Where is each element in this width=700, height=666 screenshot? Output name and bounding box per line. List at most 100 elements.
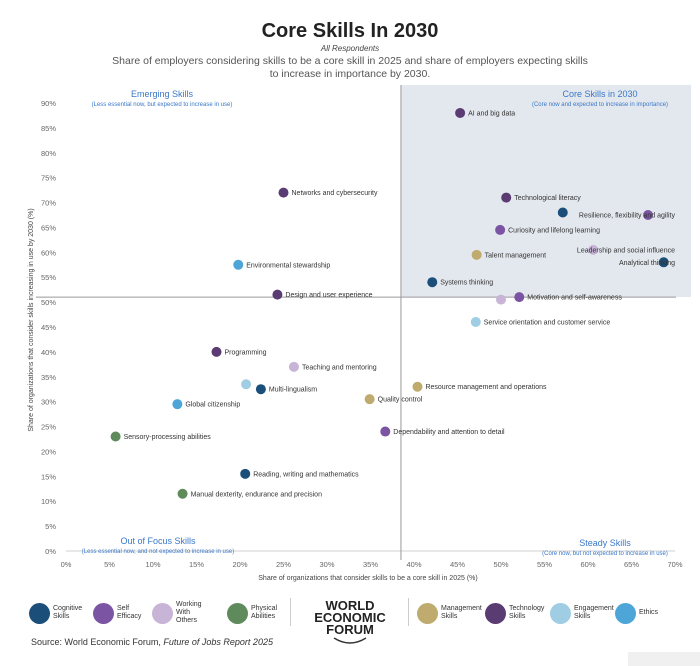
data-point[interactable] [557, 207, 568, 218]
data-point-label: Design and user experience [285, 292, 372, 299]
legend-item: Cognitive Skills [29, 602, 93, 624]
data-point-label: Analytical thinking [619, 260, 675, 267]
x-tick-label: 10% [145, 560, 160, 569]
y-tick-label: 0% [45, 547, 56, 556]
y-tick-label: 10% [41, 497, 56, 506]
legend-swatch [615, 602, 636, 624]
legend-divider-left [290, 598, 291, 626]
y-tick-label: 5% [45, 522, 56, 531]
data-point[interactable] [240, 468, 251, 479]
data-point[interactable] [211, 346, 222, 357]
y-tick-label: 65% [41, 223, 56, 232]
y-tick-label: 75% [41, 174, 56, 183]
quadrant-sub-core: (Core now and expected to increase in im… [532, 102, 668, 108]
quadrant-title-steady: Steady Skills [579, 538, 631, 548]
source-prefix: Source: World Economic Forum, [31, 637, 164, 647]
data-point[interactable] [110, 431, 121, 442]
data-point-label: Resilience, flexibility and agility [579, 213, 676, 220]
data-point[interactable] [495, 224, 506, 235]
data-point[interactable] [427, 277, 438, 288]
y-tick-label: 90% [41, 99, 56, 108]
legend-label: Physical Abilities [251, 605, 278, 620]
x-tick-label: 65% [624, 560, 639, 569]
y-tick-label: 25% [41, 423, 56, 432]
legend-divider-right [408, 598, 409, 626]
data-point[interactable] [364, 394, 375, 405]
data-point[interactable] [288, 361, 299, 372]
legend-label: Cognitive Skills [53, 605, 83, 620]
data-point[interactable] [471, 249, 482, 260]
legend-swatch [93, 602, 114, 624]
legend-swatch [29, 602, 50, 624]
data-point[interactable] [658, 257, 669, 268]
y-tick-label: 55% [41, 273, 56, 282]
legend-item: Ethics [615, 602, 679, 624]
y-tick-label: 70% [41, 199, 56, 208]
data-point-label: Teaching and mentoring [302, 364, 377, 371]
x-tick-label: 0% [61, 560, 72, 569]
quadrant-title-emerging: Emerging Skills [131, 89, 194, 99]
data-point-label: Global citizenship [185, 402, 240, 409]
legend-item: Engagement Skills [550, 602, 614, 624]
legend-item: Working With Others [152, 601, 216, 624]
data-point[interactable] [380, 426, 391, 437]
data-point[interactable] [255, 384, 266, 395]
data-point[interactable] [272, 289, 283, 300]
quadrant-sub-out-of-focus: (Less essential now, and not expected to… [82, 549, 234, 555]
x-axis-title: Share of organizations that consider ski… [258, 575, 477, 582]
data-point[interactable] [514, 292, 525, 303]
x-tick-label: 5% [104, 560, 115, 569]
data-point[interactable] [241, 379, 252, 390]
quadrant-sub-emerging: (Less essential now, but expected to inc… [92, 102, 233, 108]
data-point[interactable] [588, 244, 599, 255]
legend-item: Physical Abilities [227, 602, 291, 624]
quadrant-sub-steady: (Core now, but not expected to increase … [542, 551, 668, 557]
data-point-label: Reading, writing and mathematics [253, 471, 359, 478]
legend-swatch [485, 602, 506, 624]
legend-item: Self Efficacy [93, 602, 157, 624]
y-tick-label: 45% [41, 323, 56, 332]
legend-swatch [152, 602, 173, 624]
legend-label: Management Skills [441, 605, 482, 620]
legend-label: Working With Others [176, 601, 202, 624]
logo-arc-icon [333, 637, 367, 644]
chart-description: Share of employers considering skills to… [112, 55, 588, 80]
data-point[interactable] [412, 381, 423, 392]
quadrant-title-core: Core Skills in 2030 [562, 89, 637, 99]
data-point-label: Motivation and self-awareness [527, 295, 622, 302]
x-tick-label: 50% [493, 560, 508, 569]
data-point-label: Sensory-processing abilities [124, 434, 212, 441]
data-point[interactable] [172, 399, 183, 410]
data-point[interactable] [233, 259, 244, 270]
chart-subtitle: All Respondents [320, 44, 380, 53]
data-point[interactable] [278, 187, 289, 198]
scatter-chart: Emerging Skills (Less essential now, but… [28, 85, 691, 582]
legend-label: Technology Skills [509, 605, 545, 620]
logo-line3: FORUM [326, 622, 374, 637]
data-point-label: Technological literacy [514, 195, 581, 202]
y-tick-label: 85% [41, 124, 56, 133]
data-point[interactable] [501, 192, 512, 203]
x-tick-label: 25% [276, 560, 291, 569]
source-note: Source: World Economic Forum, Future of … [31, 637, 273, 647]
core-skills-quadrant-background [400, 85, 691, 298]
data-point[interactable] [455, 107, 466, 118]
x-tick-label: 55% [537, 560, 552, 569]
data-point[interactable] [177, 488, 188, 499]
data-point-label: Networks and cybersecurity [292, 190, 378, 197]
data-point-label: Leadership and social influence [577, 247, 675, 254]
data-point[interactable] [643, 210, 654, 220]
data-point[interactable] [470, 317, 481, 328]
logo-line2: ECONOMIC [314, 610, 386, 625]
legend-swatch [227, 602, 248, 624]
data-point[interactable] [496, 294, 506, 305]
data-point-label: Environmental stewardship [246, 262, 330, 269]
x-tick-label: 60% [580, 560, 595, 569]
legend-item: Technology Skills [485, 602, 549, 624]
x-tick-label: 20% [232, 560, 247, 569]
data-point-label: Dependability and attention to detail [393, 429, 505, 436]
legend-label: Self Efficacy [117, 605, 142, 620]
data-point-label: Service orientation and customer service [484, 320, 611, 327]
y-tick-label: 40% [41, 348, 56, 357]
data-point-label: Programming [225, 349, 267, 356]
